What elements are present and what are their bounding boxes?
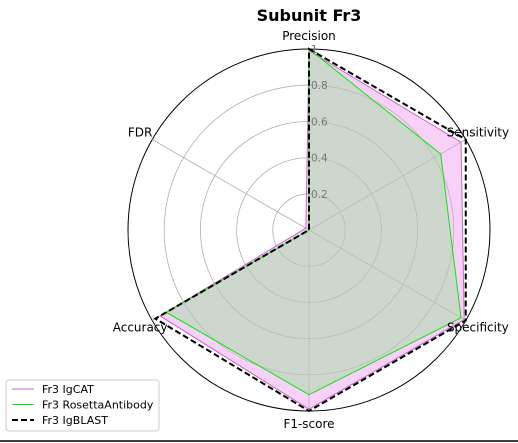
legend-label-2: Fr3 RosettaAntibody bbox=[42, 399, 154, 412]
radial-tick-label: 1 bbox=[311, 44, 318, 56]
spoke-specificity bbox=[308, 229, 466, 321]
series-1-polygon bbox=[159, 49, 465, 410]
axis-label-sensitivity: Sensitivity bbox=[447, 126, 509, 140]
radial-tick-label: 0.2 bbox=[311, 189, 328, 201]
axis-label-accuracy: Accuracy bbox=[113, 321, 168, 335]
radial-tick-label: 0.8 bbox=[311, 80, 328, 92]
legend-label-3: Fr3 IgBLAST bbox=[42, 414, 108, 427]
legend-box bbox=[5, 379, 160, 432]
spoke-fdr bbox=[152, 139, 310, 231]
axis-label-precision: Precision bbox=[282, 29, 336, 43]
axis-label-fdr: FDR bbox=[128, 126, 152, 140]
axis-labels: Precision Sensitivity Specificity F1-score A… bbox=[113, 29, 509, 431]
radial-tick-label: 0.6 bbox=[311, 116, 328, 128]
radial-tick-labels: 0.2 0.4 0.6 0.8 1 bbox=[311, 44, 328, 201]
series-3-polygon bbox=[153, 47, 467, 413]
legend: Fr3 IgCAT Fr3 RosettaAntibody Fr3 IgBLAST bbox=[5, 379, 160, 432]
legend-label-1: Fr3 IgCAT bbox=[42, 383, 94, 396]
radial-tick-label: 0.4 bbox=[311, 153, 328, 165]
spoke-sensitivity bbox=[308, 139, 466, 231]
axis-label-f1-score: F1-score bbox=[283, 417, 334, 431]
radar-series bbox=[153, 47, 467, 413]
series-2-polygon bbox=[165, 47, 462, 396]
axis-label-specificity: Specificity bbox=[447, 321, 509, 335]
chart-title: Subunit Fr3 bbox=[257, 6, 362, 25]
